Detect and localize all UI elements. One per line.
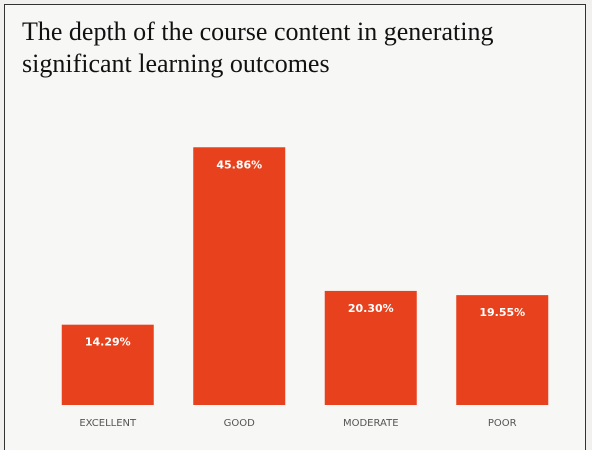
x-tick-label: EXCELLENT	[79, 418, 137, 429]
data-label: 45.86%	[216, 158, 262, 171]
bar	[324, 290, 417, 405]
data-label: 20.30%	[348, 302, 394, 315]
x-tick-label: GOOD	[224, 418, 255, 429]
x-tick-label: POOR	[488, 418, 517, 429]
bar	[456, 295, 549, 405]
bar	[193, 147, 286, 406]
data-label: 14.29%	[85, 336, 131, 349]
x-tick-label: MODERATE	[343, 418, 399, 429]
chart-title: The depth of the course content in gener…	[22, 17, 494, 78]
data-label: 19.55%	[479, 306, 525, 319]
bar	[61, 324, 154, 405]
